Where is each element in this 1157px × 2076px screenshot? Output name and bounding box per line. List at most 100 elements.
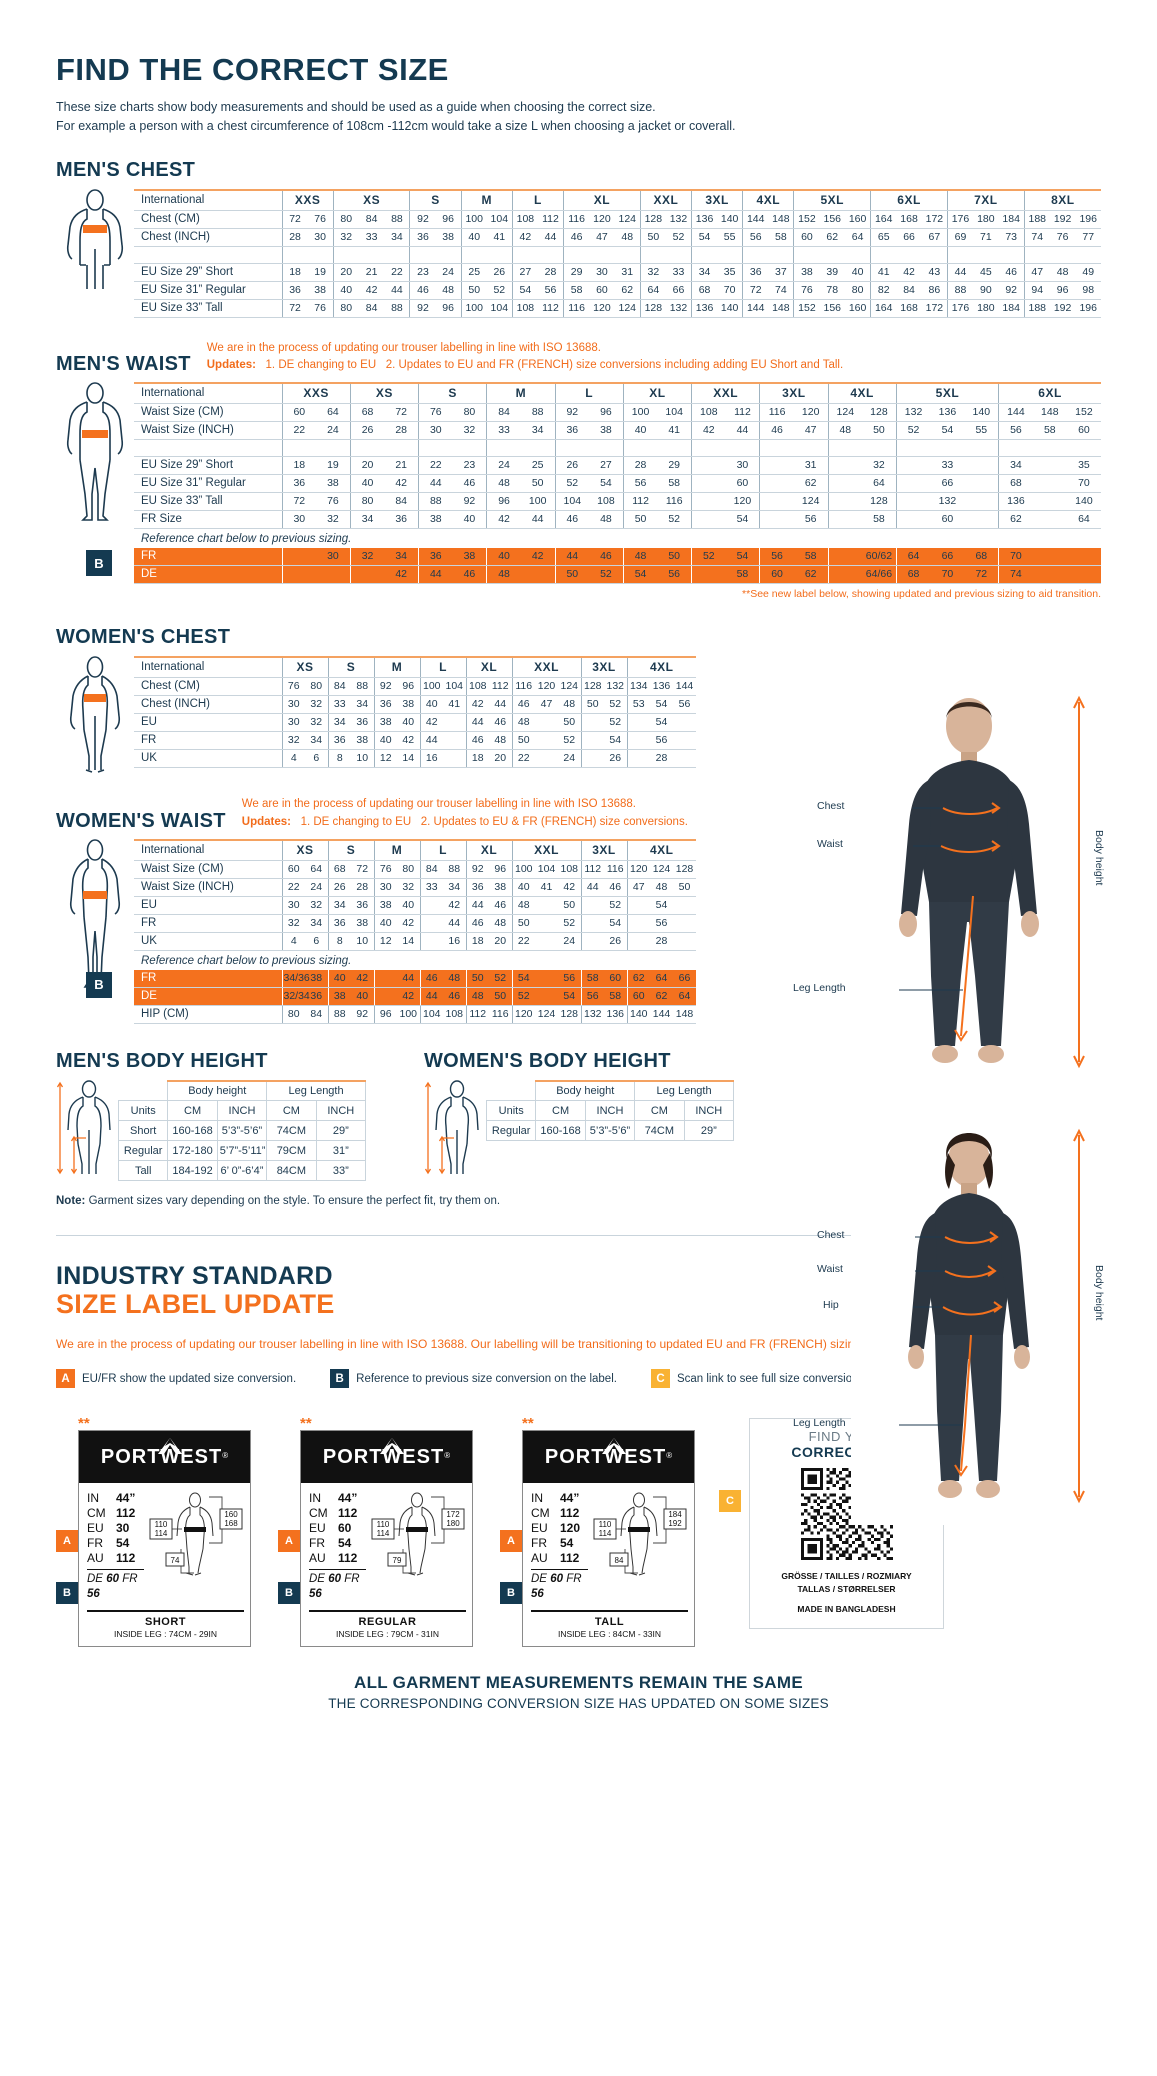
row-label: UK xyxy=(134,749,282,769)
cell: 60 xyxy=(1066,421,1101,441)
cell xyxy=(626,896,650,915)
cell: 58 xyxy=(563,281,590,300)
label-footer: SHORT INSIDE LEG : 74CM - 29IN xyxy=(87,1610,244,1646)
spacer-cell xyxy=(691,246,718,264)
size-group-l: L xyxy=(554,382,624,405)
cell: 62 xyxy=(793,474,828,494)
cell xyxy=(580,914,604,933)
womens-waist-update-2: 2. Updates to EU & FR (FRENCH) size conv… xyxy=(420,815,688,828)
size-group-xl: XL xyxy=(465,838,512,861)
cell: 46 xyxy=(998,263,1025,282)
cell: 40 xyxy=(622,421,658,441)
cell: 188 xyxy=(1023,210,1050,229)
cell xyxy=(759,492,794,512)
cell: 112 xyxy=(465,1005,489,1024)
cell: 68 xyxy=(895,565,931,585)
table-row-eu: EU Size 31” Regular 36 38 40 42 44 46 48 50 52 54 5… xyxy=(134,281,1101,300)
portwest-logo: PORTWEST ® xyxy=(79,1431,250,1484)
cell: 108 xyxy=(465,677,489,697)
cell: 44 xyxy=(554,548,590,567)
cell: 34 xyxy=(305,731,328,751)
label-chip-b: B xyxy=(500,1582,522,1605)
cell: 46 xyxy=(489,713,512,733)
label-size-key: FR xyxy=(87,1536,103,1551)
cell: 140 xyxy=(717,299,743,318)
label-size-rows: IN 44” CM 112 EU 120 FR 54 AU 112 DE 60 FR 56 xyxy=(531,1491,588,1602)
label-size-row: CM 112 xyxy=(87,1506,144,1521)
cell: 96 xyxy=(486,492,521,512)
bh-subhead-3: INCH xyxy=(315,1100,367,1122)
fr-prefix: FR xyxy=(122,1573,138,1586)
spacer-cell xyxy=(281,246,308,264)
mens-chest-table-row-label-header: International xyxy=(134,188,282,211)
label-size-value: 112 xyxy=(116,1551,136,1566)
key-item-b: B Reference to previous size conversion … xyxy=(330,1369,617,1389)
cell: 34 xyxy=(349,510,385,530)
spacer-cell xyxy=(895,439,931,458)
cell xyxy=(419,932,443,951)
svg-text:114: 114 xyxy=(155,1529,168,1538)
cell: 32 xyxy=(349,548,385,567)
cell: 82 xyxy=(870,281,897,300)
table-row-chestinch: Chest (INCH) 30 32 33 34 36 38 40 41 42 44 46 47 48 50… xyxy=(134,695,696,715)
cell: 44 xyxy=(397,969,420,988)
cell: 46 xyxy=(554,510,590,530)
industry-lead-text: We are in the process of updating our tr… xyxy=(56,1336,861,1351)
label-box: PORTWEST ® IN 44” CM 112 EU 30 FR 54 AU 112 DE 60 FR… xyxy=(78,1430,251,1648)
bh-group-header-row: Body height Leg Length xyxy=(486,1079,734,1102)
spacer-cell xyxy=(896,246,922,264)
label-body-diagram: 110 114 184 192 84 xyxy=(592,1491,688,1602)
garment-label-card-1: ** A B PORTWEST ® IN 44” CM 112 EU 30 FR 54 AU 112 DE 6… xyxy=(56,1416,251,1648)
label-size-row: IN 44” xyxy=(309,1491,366,1506)
size-group-m: M xyxy=(373,656,420,679)
cell: 160 xyxy=(845,210,871,229)
womens-body-height-body: Regular 160-168 5’3”-5’6” 74CM 29” xyxy=(485,1120,735,1142)
bh-cell: 74CM xyxy=(266,1120,317,1142)
size-group-5xl: 5XL xyxy=(895,382,999,405)
cell: 41 xyxy=(486,228,513,247)
cell: 77 xyxy=(1075,228,1101,247)
cell: 34 xyxy=(327,713,351,733)
size-group-s: S xyxy=(417,382,487,405)
cell: 33 xyxy=(930,456,965,476)
size-group-5xl: 5XL xyxy=(793,188,871,211)
size-group-6xl: 6XL xyxy=(870,188,948,211)
cell: 8 xyxy=(327,749,351,769)
cell: 58 xyxy=(604,987,627,1006)
womens-waist-updates-label: Updates: xyxy=(241,815,291,828)
cell: 120 xyxy=(511,1005,535,1024)
cell: 54 xyxy=(589,474,624,494)
label-size-row: IN 44” xyxy=(87,1491,144,1506)
de-value: 60 xyxy=(328,1573,341,1586)
cell: 8 xyxy=(327,932,351,951)
spacer-cell xyxy=(511,246,538,264)
cell: 80 xyxy=(305,677,328,697)
label-box: PORTWEST ® IN 44” CM 112 EU 60 FR 54 AU 112 DE 60 FR… xyxy=(300,1430,473,1648)
womens-body-height-head: Body height Leg Length Units CM INCH CM INCH xyxy=(485,1079,735,1122)
bh-subhead-1: INCH xyxy=(216,1100,268,1122)
divider xyxy=(56,1235,1101,1237)
cell: 98 xyxy=(1075,281,1101,300)
table-row-fr: FR 34/36 38 40 42 44 46 48 50 52 54 56 58 60 62 64 66 xyxy=(134,969,696,988)
label-size-row: FR 54 xyxy=(531,1536,588,1551)
cell: 50 xyxy=(673,878,696,897)
chip-b: B xyxy=(330,1369,350,1389)
section-womens-waist: WOMEN'S WAIST We are in the process of u… xyxy=(56,796,696,1024)
key-text-a: EU/FR show the updated size conversion. xyxy=(82,1372,297,1385)
spacer-cell xyxy=(921,246,948,264)
cell: 128 xyxy=(862,403,897,423)
cell: 100 xyxy=(397,1005,420,1024)
mens-body-height-table: Body height Leg Length Units CM INCH CM INCH S… xyxy=(117,1079,367,1182)
cell: 58 xyxy=(1032,421,1067,441)
cell: 68 xyxy=(327,860,351,879)
cell: 148 xyxy=(1032,403,1067,423)
label-size-value: 112 xyxy=(560,1551,580,1566)
cell xyxy=(827,492,863,512)
cell: 4 xyxy=(281,932,305,951)
cell xyxy=(964,510,999,530)
womens-waist-table-ref-note: Reference chart below to previous sizing… xyxy=(134,950,696,970)
cell xyxy=(673,713,696,733)
cell: 56 xyxy=(650,731,673,751)
bh-group-header-row: Body height Leg Length xyxy=(118,1079,366,1102)
womens-waist-table: International XS S M L XL XXL 3XL 4XL Waist Size… xyxy=(134,838,696,1024)
